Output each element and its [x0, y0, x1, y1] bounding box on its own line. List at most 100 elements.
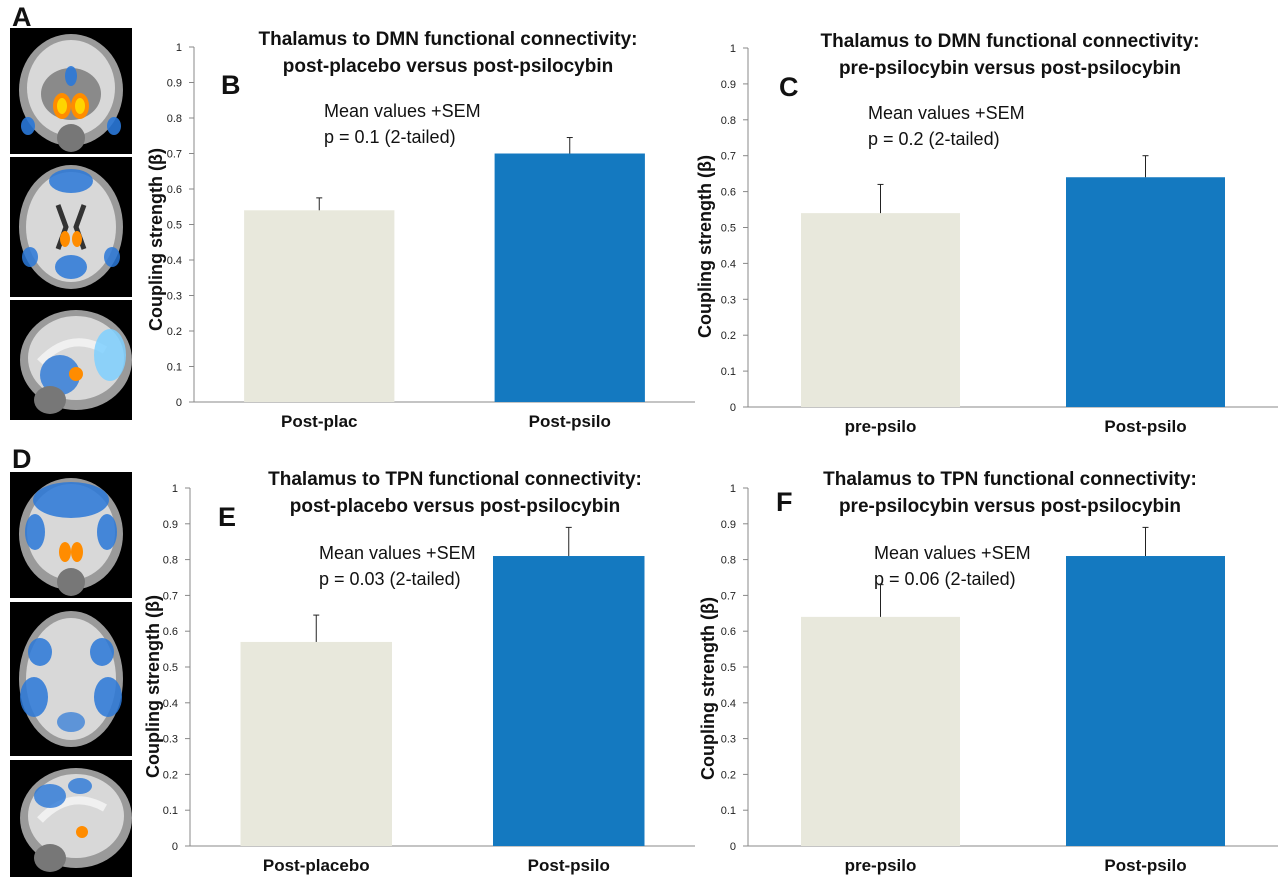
chart-b-y-tick-label: 0 [176, 397, 182, 409]
chart-b-svg: 0 0.1 0.2 0.3 0.4 0.5 0.6 0.7 0.8 0.9 1 Post-plac Po… [167, 42, 695, 431]
chart-b-plot: 0 0.1 0.2 0.3 0.4 0.5 0.6 0.7 0.8 0.9 1 Post-plac Po… [140, 30, 695, 431]
chart-b-bar-2 [494, 153, 645, 402]
chart-f-title-line-2: pre-psilocybin versus post-psilocybin [838, 496, 1182, 517]
chart-e-title-line-2: post-placebo versus post-psilocybin [289, 496, 621, 517]
chart-f-title: Thalamus to TPN functional connectivity:… [770, 466, 1250, 520]
chart-c-y-tick-label: 0.1 [721, 366, 736, 378]
chart-e-y-tick-label: 0.8 [163, 555, 178, 567]
chart-c-category-label-2: Post-psilo [1104, 417, 1186, 436]
chart-f-bar-1 [801, 616, 960, 846]
chart-f-category-label-2: Post-psilo [1104, 856, 1186, 875]
chart-b-category-label-1: Post-plac [281, 412, 358, 431]
chart-f-y-tick-label: 0.6 [721, 626, 736, 638]
chart-f-annotation-line-2: p = 0.06 (2-tailed) [874, 569, 1016, 589]
chart-f-plot: 0 0.1 0.2 0.3 0.4 0.5 0.6 0.7 0.8 0.9 1 pre-psilo Po… [700, 470, 1280, 875]
chart-c-bar-1 [801, 213, 960, 407]
brain-sagittal-dmn-image [10, 300, 132, 420]
chart-f-y-tick-label: 0.8 [721, 555, 736, 567]
chart-b-y-tick-label: 0.4 [167, 255, 182, 267]
chart-c-y-tick-label: 0.7 [721, 151, 736, 163]
panel-letter-f: F [776, 487, 793, 517]
brain-sagittal-tpn-image [10, 760, 132, 877]
chart-e-plot: 0 0.1 0.2 0.3 0.4 0.5 0.6 0.7 0.8 0.9 1 Post-placeb… [140, 470, 695, 875]
chart-b-y-tick-label: 0.9 [167, 78, 182, 90]
chart-b-annotation: Mean values +SEM p = 0.1 (2-tailed) [324, 98, 481, 150]
chart-e-title-line-1: Thalamus to TPN functional connectivity: [268, 469, 642, 490]
chart-f-title-line-1: Thalamus to TPN functional connectivity: [823, 469, 1197, 490]
chart-e-annotation: Mean values +SEM p = 0.03 (2-tailed) [319, 540, 476, 592]
chart-c-title: Thalamus to DMN functional connectivity:… [765, 28, 1255, 82]
chart-e-y-tick-label: 0.5 [163, 662, 178, 674]
chart-e-bar-2 [493, 556, 645, 846]
chart-e-y-tick-label: 0.9 [163, 519, 178, 531]
chart-e-y-tick-label: 0.3 [163, 734, 178, 746]
chart-b-title: Thalamus to DMN functional connectivity:… [208, 26, 688, 80]
chart-e-category-label-1: Post-placebo [263, 856, 370, 875]
chart-e-bar-1 [240, 641, 392, 846]
brain-axial-tpn-image [10, 602, 132, 756]
chart-c-y-tick-label: 0.8 [721, 115, 736, 127]
chart-f-y-tick-label: 0.2 [721, 769, 736, 781]
chart-b-y-tick-label: 1 [176, 42, 182, 54]
chart-e-y-tick-label: 0 [172, 841, 178, 853]
chart-f-y-tick-label: 0 [730, 841, 736, 853]
chart-b-y-tick-label: 0.5 [167, 220, 182, 232]
panel-letter-b: B [221, 70, 241, 100]
chart-f-y-tick-label: 1 [730, 483, 736, 495]
chart-b-y-tick-label: 0.2 [167, 326, 182, 338]
chart-b-y-tick-label: 0.6 [167, 184, 182, 196]
chart-c-y-tick-label: 0.6 [721, 187, 736, 199]
brain-axial-dmn-image [10, 157, 132, 297]
panel-letter-e: E [218, 502, 237, 532]
chart-c-annotation-line-2: p = 0.2 (2-tailed) [868, 129, 1000, 149]
chart-b-title-line-1: Thalamus to DMN functional connectivity: [258, 29, 638, 50]
chart-b-y-tick-label: 0.7 [167, 149, 182, 161]
chart-c-y-tick-label: 0.5 [721, 223, 736, 235]
chart-f-category-label-1: pre-psilo [845, 856, 917, 875]
chart-c-title-line-1: Thalamus to DMN functional connectivity: [820, 31, 1200, 52]
chart-f-svg: 0 0.1 0.2 0.3 0.4 0.5 0.6 0.7 0.8 0.9 1 pre-psilo Po… [721, 483, 1278, 875]
chart-f-y-tick-label: 0.9 [721, 519, 736, 531]
brain-coronal-dmn-image [10, 28, 132, 154]
chart-c-y-tick-label: 0.2 [721, 330, 736, 342]
brain-coronal-tpn-image [10, 472, 132, 598]
chart-b-annotation-line-1: Mean values +SEM [324, 101, 481, 121]
chart-f-bar-2 [1066, 556, 1225, 846]
chart-e-annotation-line-1: Mean values +SEM [319, 543, 476, 563]
chart-f-y-tick-label: 0.5 [721, 662, 736, 674]
chart-c-title-line-2: pre-psilocybin versus post-psilocybin [838, 58, 1182, 79]
chart-f-annotation-line-1: Mean values +SEM [874, 543, 1031, 563]
chart-f-y-tick-label: 0.7 [721, 590, 736, 602]
chart-c-svg: 0 0.1 0.2 0.3 0.4 0.5 0.6 0.7 0.8 0.9 1 pre-psilo Po… [721, 43, 1278, 436]
chart-f-y-tick-label: 0.3 [721, 734, 736, 746]
chart-e-category-label-2: Post-psilo [528, 856, 610, 875]
panel-letter-d: D [12, 444, 32, 474]
chart-e-y-tick-label: 1 [172, 483, 178, 495]
chart-b-y-tick-label: 0.1 [167, 362, 182, 374]
chart-e-title: Thalamus to TPN functional connectivity:… [215, 466, 695, 520]
chart-e-y-tick-label: 0.4 [163, 698, 178, 710]
chart-f-y-tick-label: 0.4 [721, 698, 736, 710]
chart-c-y-tick-label: 0.3 [721, 294, 736, 306]
chart-e-y-tick-label: 0.2 [163, 769, 178, 781]
chart-f-annotation: Mean values +SEM p = 0.06 (2-tailed) [874, 540, 1031, 592]
chart-c-bar-2 [1066, 177, 1225, 407]
chart-c-y-tick-label: 0.9 [721, 79, 736, 91]
chart-b-bar-1 [244, 210, 395, 402]
chart-e-y-tick-label: 0.1 [163, 805, 178, 817]
chart-c-category-label-1: pre-psilo [845, 417, 917, 436]
chart-b-title-line-2: post-placebo versus post-psilocybin [282, 56, 614, 77]
panel-letter-c: C [779, 72, 799, 102]
chart-b-category-label-2: Post-psilo [529, 412, 611, 431]
chart-b-y-tick-label: 0.3 [167, 291, 182, 303]
chart-b-annotation-line-2: p = 0.1 (2-tailed) [324, 127, 456, 147]
chart-c-annotation: Mean values +SEM p = 0.2 (2-tailed) [868, 100, 1025, 152]
panel-letter-a: A [12, 2, 32, 32]
chart-f-y-tick-label: 0.1 [721, 805, 736, 817]
chart-c-y-tick-label: 0 [730, 402, 736, 414]
chart-e-y-tick-label: 0.6 [163, 626, 178, 638]
chart-e-annotation-line-2: p = 0.03 (2-tailed) [319, 569, 461, 589]
chart-c-annotation-line-1: Mean values +SEM [868, 103, 1025, 123]
chart-c-y-tick-label: 1 [730, 43, 736, 55]
chart-c-y-tick-label: 0.4 [721, 258, 736, 270]
